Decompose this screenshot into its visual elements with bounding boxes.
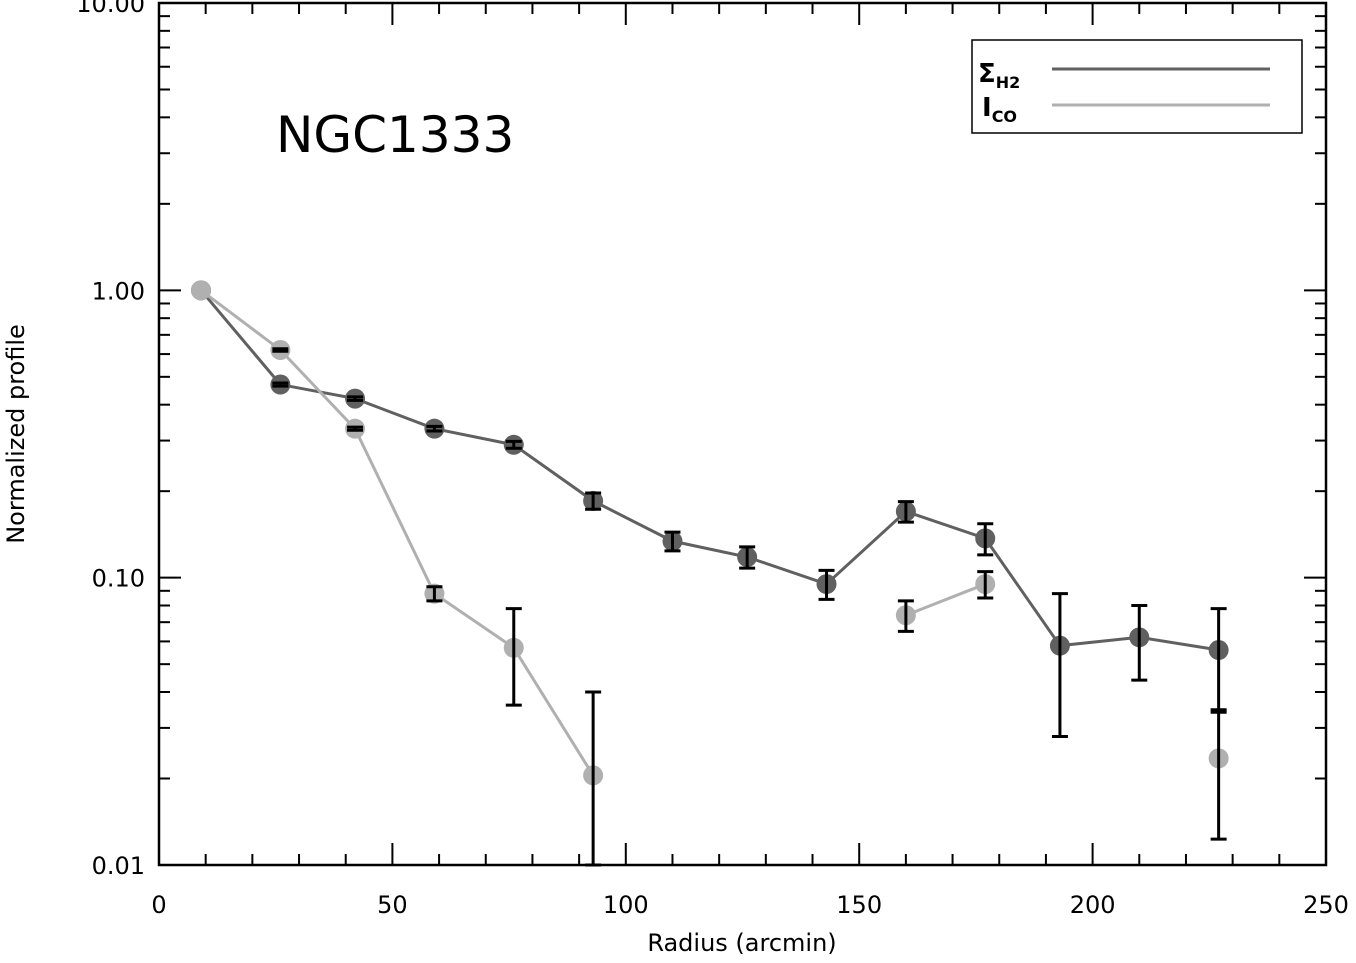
series-1-errorbar bbox=[426, 585, 443, 603]
tick-labels: 0 50 100 150 200 250 0.01 0.10 1.00 10.00 bbox=[76, 0, 1349, 919]
series-0-errorbar bbox=[505, 439, 522, 450]
legend-label-1-sub: CO bbox=[992, 107, 1017, 126]
series-1-errorbar bbox=[272, 347, 289, 353]
x-tick-label: 200 bbox=[1070, 891, 1116, 919]
x-tick-label: 150 bbox=[836, 891, 882, 919]
series-0-line bbox=[199, 289, 1219, 652]
legend-box bbox=[971, 39, 1303, 134]
series-1-point bbox=[191, 280, 212, 301]
series-0-errorbar bbox=[977, 522, 994, 557]
x-axis-title: Radius (arcmin) bbox=[647, 929, 836, 957]
axis-ticks bbox=[158, 3, 1327, 866]
x-tick-label: 250 bbox=[1303, 891, 1349, 919]
legend-label-0-sub: H2 bbox=[996, 73, 1021, 92]
legend: ΣH2 ICO bbox=[971, 39, 1303, 134]
series-1-errorbar bbox=[505, 607, 522, 707]
y-tick-label: 0.01 bbox=[92, 852, 145, 880]
series-0-errorbar bbox=[1131, 604, 1148, 682]
series-1-errorbar bbox=[977, 570, 994, 600]
series-1-line bbox=[200, 289, 595, 777]
y-axis-title: Normalized profile bbox=[2, 324, 30, 544]
svg-text:ΣH2: ΣH2 bbox=[978, 59, 1020, 92]
series-0-errorbar bbox=[664, 530, 681, 553]
series-0-errorbar bbox=[897, 500, 914, 524]
y-tick-label: 10.00 bbox=[76, 0, 145, 18]
x-tick-label: 0 bbox=[151, 891, 166, 919]
legend-entry-1: ICO bbox=[982, 93, 1270, 126]
y-tick-label: 0.10 bbox=[92, 565, 145, 593]
series-1-errorbar bbox=[1210, 708, 1227, 841]
x-tick-label: 100 bbox=[603, 891, 649, 919]
series-0-errorbar bbox=[585, 491, 602, 511]
series-1-line bbox=[905, 582, 986, 617]
y-tick-label: 1.00 bbox=[92, 277, 145, 305]
series-0 bbox=[191, 280, 1229, 739]
series-0-errorbar bbox=[347, 395, 364, 402]
legend-entry-0: ΣH2 bbox=[978, 59, 1270, 92]
series-0-errorbar bbox=[739, 545, 756, 570]
legend-label-1-main: I bbox=[982, 93, 992, 123]
series-0-errorbar bbox=[272, 381, 289, 388]
x-tick-label: 50 bbox=[377, 891, 408, 919]
series-1-errorbar bbox=[347, 425, 364, 432]
plot-frame bbox=[157, 1, 1328, 867]
annotation-label: NGC1333 bbox=[276, 106, 514, 164]
series-0-errorbar bbox=[818, 568, 835, 601]
series-1 bbox=[191, 280, 1229, 867]
series-0-errorbar bbox=[426, 424, 443, 433]
series-1-errorbar bbox=[897, 599, 914, 633]
series-0-errorbar bbox=[1051, 592, 1068, 739]
legend-label-0-main: Σ bbox=[978, 59, 996, 89]
svg-text:ICO: ICO bbox=[982, 93, 1017, 126]
series-layer bbox=[191, 280, 1229, 867]
